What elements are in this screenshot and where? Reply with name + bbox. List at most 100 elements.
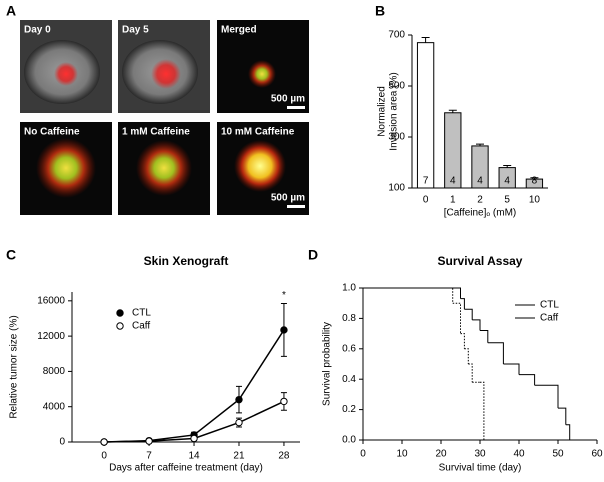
panel-letter: D <box>308 247 318 263</box>
step <box>363 287 461 299</box>
step <box>452 302 461 334</box>
y-tick-label: 500 <box>388 81 405 92</box>
blob <box>136 140 192 196</box>
y-axis-label: Survival probability <box>322 322 333 406</box>
x-axis-label: Days after caffeine treatment (day) <box>109 463 263 474</box>
x-axis-label: Survival time (day) <box>439 463 522 474</box>
n-label: 4 <box>450 176 456 187</box>
step <box>460 333 465 349</box>
line <box>104 329 285 443</box>
x-tick-label: 50 <box>552 449 564 460</box>
x-tick-label: 1 <box>450 195 456 206</box>
blob <box>234 140 286 192</box>
image-label: Day 5 <box>122 25 149 36</box>
error-bar <box>448 109 457 113</box>
x-tick-label: 30 <box>474 449 486 460</box>
marker <box>280 326 288 334</box>
step <box>487 342 504 364</box>
y-tick-label: 0.4 <box>342 374 356 385</box>
x-tick-label: 10 <box>529 195 541 206</box>
y-tick-label: 0.2 <box>342 404 356 415</box>
x-axis-label: [Caffeine]ₒ (mM) <box>444 208 517 219</box>
scale-bar-label: 500 µm <box>271 94 305 105</box>
step <box>468 363 473 383</box>
n-label: 8 <box>532 176 538 187</box>
legend-marker <box>116 309 124 317</box>
marker <box>145 437 153 445</box>
image-label: Day 0 <box>24 25 51 36</box>
image-label: 10 mM Caffeine <box>221 127 295 138</box>
step <box>460 298 465 310</box>
y-axis-label: Normalized <box>377 86 388 137</box>
step <box>464 308 473 320</box>
x-tick-label: 28 <box>278 451 290 462</box>
y-tick-label: 1.0 <box>342 283 356 294</box>
image-label: 1 mM Caffeine <box>122 127 190 138</box>
step <box>558 407 567 425</box>
x-tick-label: 2 <box>477 195 483 206</box>
error-bar <box>503 165 512 168</box>
blob <box>54 62 78 86</box>
x-tick-label: 60 <box>591 449 603 460</box>
bar <box>416 42 435 189</box>
error-bar <box>421 37 430 43</box>
n-label: 7 <box>423 176 429 187</box>
scale-bar <box>287 106 305 109</box>
y-tick-label: 0.0 <box>342 435 356 446</box>
step <box>472 319 481 331</box>
y-tick-label: 4000 <box>43 401 66 412</box>
marker <box>100 438 108 446</box>
blob <box>151 59 181 89</box>
marker <box>235 418 243 427</box>
y-tick-label: 100 <box>388 183 405 194</box>
x-tick-label: 40 <box>513 449 525 460</box>
legend-label: Caff <box>132 321 150 332</box>
y-tick-label: 0 <box>59 437 65 448</box>
blob <box>36 138 96 198</box>
step <box>464 348 469 364</box>
step <box>363 287 454 304</box>
image-panel: A Day 0 Day 5 Merged No Caffeine 1 mM Ca… <box>6 3 309 215</box>
blob <box>248 60 276 88</box>
scale-bar-label: 500 µm <box>271 193 305 204</box>
legend-label: Caff <box>540 313 558 324</box>
panel-letter: A <box>6 3 16 19</box>
y-axis-label: Relative tumor size (%) <box>9 315 20 418</box>
chart-title: Skin Xenograft <box>144 254 229 268</box>
n-label: 4 <box>504 176 510 187</box>
marker <box>235 395 243 404</box>
marker <box>190 434 198 443</box>
x-tick-label: 20 <box>435 449 447 460</box>
step <box>534 384 559 409</box>
y-tick-label: 0.8 <box>342 313 356 324</box>
x-tick-label: 5 <box>504 195 510 206</box>
x-tick-label: 0 <box>101 451 107 462</box>
step <box>565 424 571 440</box>
error-bar <box>476 143 484 146</box>
legend-marker <box>116 322 124 330</box>
y-tick-label: 12000 <box>37 331 65 342</box>
step <box>480 381 485 440</box>
image-label: No Caffeine <box>24 127 80 138</box>
marker <box>280 397 288 406</box>
x-tick-label: 14 <box>188 451 200 462</box>
x-tick-label: 10 <box>396 449 408 460</box>
y-axis-label: Invasion area (%) <box>389 72 400 150</box>
scale-bar <box>287 205 305 208</box>
legend-label: CTL <box>132 308 151 319</box>
y-tick-label: 16000 <box>37 295 65 306</box>
image-label: Merged <box>221 25 257 36</box>
significance: * <box>282 290 286 301</box>
step <box>503 363 520 375</box>
chart-title: Survival Assay <box>438 254 523 268</box>
y-tick-label: 8000 <box>43 366 66 377</box>
step <box>480 330 489 343</box>
x-tick-label: 21 <box>233 451 245 462</box>
error-bar <box>530 177 539 180</box>
x-tick-label: 0 <box>423 195 429 206</box>
x-tick-label: 7 <box>146 451 152 462</box>
y-tick-label: 700 <box>388 30 405 41</box>
n-label: 4 <box>477 176 483 187</box>
step <box>519 374 536 386</box>
